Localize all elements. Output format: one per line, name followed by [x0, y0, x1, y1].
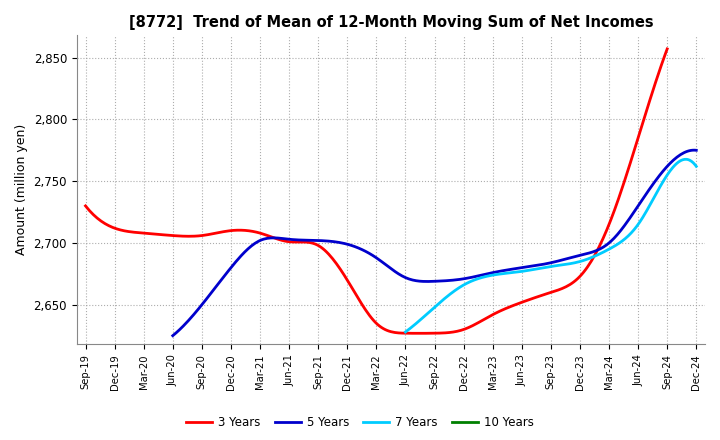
5 Years [690, 147, 699, 153]
3 Years [81, 203, 90, 209]
7 Years [575, 259, 583, 264]
3 Years [429, 330, 438, 336]
7 Years [647, 201, 655, 206]
7 Years [401, 329, 410, 334]
5 Years [643, 190, 652, 195]
7 Years [681, 157, 690, 162]
3 Years [573, 276, 582, 281]
7 Years [579, 258, 588, 263]
Line: 3 Years: 3 Years [86, 49, 667, 334]
7 Years [573, 260, 582, 265]
3 Years [428, 330, 436, 336]
5 Years [480, 272, 489, 277]
Y-axis label: Amount (million yen): Amount (million yen) [15, 124, 28, 256]
Line: 7 Years: 7 Years [405, 159, 696, 332]
Title: [8772]  Trend of Mean of 12-Month Moving Sum of Net Incomes: [8772] Trend of Mean of 12-Month Moving … [129, 15, 653, 30]
3 Years [439, 330, 448, 336]
Legend: 3 Years, 5 Years, 7 Years, 10 Years: 3 Years, 5 Years, 7 Years, 10 Years [181, 412, 539, 434]
3 Years [611, 207, 619, 212]
5 Years [610, 236, 618, 241]
7 Years [665, 170, 673, 175]
7 Years [692, 164, 701, 169]
Line: 5 Years: 5 Years [173, 150, 696, 336]
5 Years [168, 333, 177, 338]
7 Years [402, 329, 410, 334]
5 Years [478, 272, 487, 278]
3 Years [414, 331, 423, 336]
5 Years [692, 148, 701, 153]
5 Years [489, 270, 498, 275]
5 Years [170, 332, 179, 337]
3 Years [83, 205, 91, 211]
3 Years [663, 46, 672, 51]
